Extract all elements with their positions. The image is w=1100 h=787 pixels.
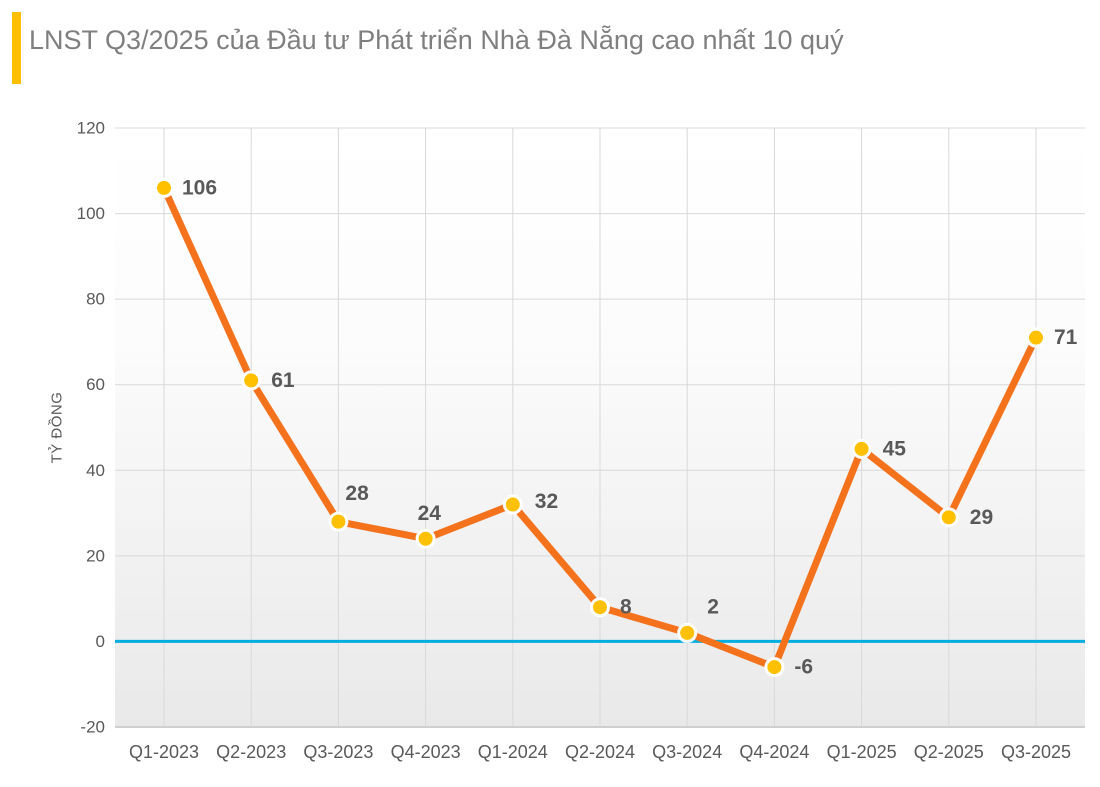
data-point-marker (938, 507, 959, 528)
data-label: 106 (182, 176, 217, 199)
data-point-marker (764, 657, 785, 678)
y-axis-title: TỶ ĐỒNG (48, 392, 66, 464)
x-tick-label: Q2-2023 (216, 742, 286, 762)
y-tick-label: 60 (86, 375, 105, 394)
x-tick-label: Q4-2023 (391, 742, 461, 762)
data-point-marker (677, 622, 698, 643)
data-label: 29 (970, 506, 993, 529)
data-point-marker (502, 494, 523, 515)
data-label: -6 (794, 656, 813, 679)
data-label: 28 (345, 482, 369, 505)
chart-area: 120 100 80 60 40 20 0 -20 106 61 28 24 32 8 2 -6 45 29 71 Q… (0, 100, 1100, 782)
data-point-marker (241, 370, 262, 391)
page-title: LNST Q3/2025 của Đầu tư Phát triển Nhà Đ… (29, 25, 844, 55)
data-label: 61 (271, 369, 295, 392)
data-point-marker (851, 438, 872, 459)
x-tick-label: Q3-2023 (303, 742, 373, 762)
data-point-marker (154, 177, 174, 198)
data-point-marker (415, 528, 436, 549)
data-label: 2 (707, 595, 719, 618)
y-tick-label: 120 (77, 119, 105, 138)
data-point-marker (590, 597, 610, 618)
data-point-marker (1026, 327, 1046, 348)
x-tick-label: Q4-2024 (739, 742, 809, 762)
x-tick-label: Q3-2024 (652, 742, 722, 762)
y-tick-label: 20 (86, 546, 105, 565)
accent-bar (12, 12, 21, 84)
x-tick-label: Q3-2025 (1001, 742, 1071, 762)
data-label: 45 (883, 437, 907, 460)
x-tick-label: Q2-2024 (565, 742, 635, 762)
data-label: 8 (620, 596, 632, 619)
data-point-marker (328, 511, 349, 532)
x-tick-label: Q2-2025 (914, 742, 984, 762)
chart-header: LNST Q3/2025 của Đầu tư Phát triển Nhà Đ… (12, 12, 844, 84)
y-tick-label: 100 (77, 204, 105, 223)
y-tick-label: 0 (96, 632, 105, 651)
x-tick-label: Q1-2025 (827, 742, 897, 762)
data-label: 32 (535, 490, 558, 513)
chart-svg: 120 100 80 60 40 20 0 -20 106 61 28 24 32 8 2 -6 45 29 71 Q… (48, 119, 1085, 762)
data-label: 71 (1054, 326, 1078, 349)
x-tick-label: Q1-2023 (129, 742, 199, 762)
y-tick-label: -20 (80, 718, 105, 737)
data-label: 24 (418, 502, 442, 525)
y-tick-label: 40 (86, 461, 105, 480)
x-tick-label: Q1-2024 (478, 742, 548, 762)
y-tick-label: 80 (86, 290, 105, 309)
